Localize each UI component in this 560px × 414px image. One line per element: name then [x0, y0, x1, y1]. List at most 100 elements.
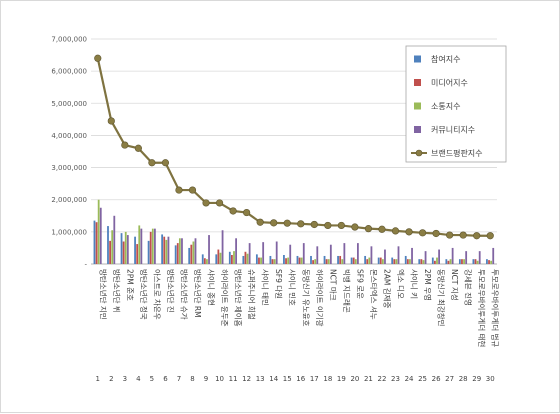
x-category-label: SF9 다원	[274, 269, 283, 299]
bar	[397, 246, 400, 264]
bar	[339, 255, 342, 264]
trend-point	[378, 225, 386, 233]
trend-point	[94, 54, 102, 62]
bar	[436, 257, 438, 264]
trend-line	[94, 54, 494, 240]
y-tick-label: 1,000,000	[51, 228, 87, 236]
bar	[461, 259, 463, 264]
x-rank-label: 24	[405, 375, 414, 383]
x-category-label: 하이라이트 윤두준	[220, 269, 230, 327]
bar	[312, 260, 314, 264]
trend-point	[473, 232, 481, 240]
bar	[391, 257, 394, 264]
x-category-label: 엑소 디오	[396, 269, 406, 299]
bar	[215, 254, 218, 264]
bar	[327, 259, 330, 264]
trend-point	[134, 144, 142, 152]
trend-point	[486, 232, 494, 240]
bar	[393, 259, 396, 264]
bar	[217, 249, 220, 264]
bar	[228, 251, 231, 264]
y-tick-label: 6,000,000	[51, 68, 87, 76]
bar	[167, 236, 170, 264]
bar	[316, 246, 319, 264]
bar	[329, 244, 332, 264]
bar	[356, 243, 359, 264]
x-rank-label: 29	[472, 375, 481, 383]
bar	[463, 259, 465, 264]
x-rank-label: 22	[378, 375, 387, 383]
trend-point	[270, 219, 278, 227]
bar	[262, 242, 265, 264]
bar	[235, 238, 237, 264]
bar	[124, 231, 127, 264]
x-rank-label: 30	[486, 375, 495, 383]
x-rank-label: 27	[445, 375, 454, 383]
x-rank-label: 11	[229, 375, 238, 383]
bar	[310, 255, 312, 264]
legend-label: 소통지수	[431, 102, 460, 111]
bar	[422, 260, 425, 264]
bar	[271, 259, 274, 264]
bar	[472, 259, 475, 264]
x-category-label: 방탄소년단 뷔	[112, 269, 122, 313]
bar	[275, 241, 278, 264]
x-rank-label: 26	[432, 375, 441, 383]
trend-point	[310, 220, 318, 229]
x-axis-labels: 방탄소년단 지민 1 방탄소년단 뷔 2 2PM 준호 3 방탄소년단 정국 4 아스트로 차은…	[96, 269, 501, 383]
x-category-label: SF9 로운	[355, 269, 364, 299]
bar	[488, 260, 490, 264]
trend-point	[297, 220, 305, 228]
bar	[478, 251, 481, 264]
x-rank-label: 21	[364, 375, 373, 383]
bar	[404, 255, 407, 264]
bar	[431, 257, 434, 264]
trend-point	[256, 218, 264, 226]
x-category-label: 몬스타엑스 셔누	[369, 269, 379, 320]
bar	[395, 259, 398, 264]
bar	[370, 246, 373, 264]
bar	[283, 255, 285, 264]
trend-point	[283, 219, 291, 227]
bar	[492, 247, 495, 264]
bar	[255, 254, 258, 264]
bar	[99, 207, 102, 264]
x-rank-label: 14	[269, 375, 278, 383]
x-category-label: 동방신기 최강창민	[437, 269, 447, 327]
bar	[134, 236, 136, 264]
bar	[242, 255, 245, 264]
x-category-label: 슈퍼주니어 희철	[247, 269, 257, 320]
trend-point	[418, 229, 427, 237]
x-rank-label: 12	[242, 375, 251, 383]
x-category-label: 2PM 준호	[125, 269, 134, 301]
bar	[476, 260, 479, 264]
bar	[458, 259, 461, 264]
gridlines	[91, 38, 497, 265]
x-category-label: 아스트로 차은우	[152, 269, 162, 320]
bar	[325, 259, 328, 264]
bar	[350, 257, 353, 264]
legend-swatch	[414, 102, 421, 110]
bar	[140, 228, 143, 264]
y-tick-label: 5,000,000	[51, 100, 87, 108]
trend-point	[161, 159, 170, 167]
bar	[300, 257, 303, 264]
bar	[341, 259, 344, 264]
bar	[188, 247, 191, 264]
x-rank-label: 6	[163, 375, 168, 383]
x-rank-label: 17	[310, 375, 319, 383]
x-category-label: 샤이니 종현	[207, 269, 217, 306]
x-category-label: 빅뱅 지드래곤	[342, 269, 352, 313]
bar	[190, 244, 193, 264]
bar	[149, 231, 152, 264]
x-category-label: 방탄소년단 RM	[193, 269, 203, 318]
bar	[163, 236, 166, 264]
legend-swatch	[414, 55, 421, 63]
trend-point	[391, 227, 400, 235]
x-category-label: 방탄소년단 정국	[139, 269, 149, 320]
x-rank-label: 1	[96, 375, 100, 383]
x-rank-label: 5	[150, 375, 154, 383]
bar	[248, 243, 251, 264]
bar	[203, 258, 206, 264]
